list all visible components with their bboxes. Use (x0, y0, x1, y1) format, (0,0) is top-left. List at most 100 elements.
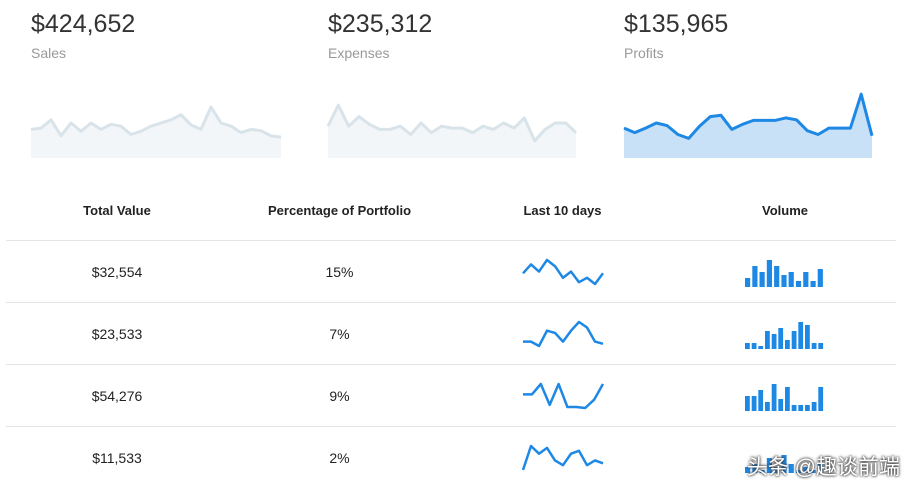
kpi-expenses: $235,312 Expenses (297, 0, 578, 160)
percentage-cell: 15% (325, 263, 354, 280)
table-row: $54,276 9% (6, 365, 896, 427)
volume-bar (818, 342, 824, 349)
volume-bar (785, 386, 790, 411)
total-value-cell: $32,554 (91, 263, 143, 280)
kpi-label: Expenses (328, 45, 390, 61)
volume-bar (766, 259, 772, 287)
mini-bar-chart (745, 259, 823, 287)
volume-cell (674, 365, 896, 426)
profits-sparkline (623, 92, 874, 158)
volume-bar (810, 280, 816, 287)
sales-sparkline (30, 105, 282, 158)
volume-bar (758, 389, 764, 411)
volume-bar (759, 469, 765, 473)
kpi-label: Sales (31, 45, 67, 61)
volume-bar (771, 383, 777, 411)
mini-bar-chart (745, 321, 824, 349)
volume-bar (765, 401, 770, 411)
mini-line-chart (521, 444, 603, 470)
volume-bar (798, 404, 804, 411)
sparkline-area (328, 105, 576, 158)
volume-bar (805, 324, 810, 349)
volume-bar (745, 466, 751, 473)
volume-bar (817, 463, 823, 473)
mini-line-chart (522, 382, 604, 409)
table-row: $32,554 15% (6, 241, 896, 303)
last-10-days-cell (451, 303, 674, 364)
header-total-value: Total Value (83, 202, 151, 218)
portfolio-table: Total Value Percentage of Portfolio Last… (6, 180, 896, 488)
table-header-row: Total Value Percentage of Portfolio Last… (6, 180, 896, 241)
volume-bar (803, 466, 809, 473)
table-row: $11,533 2% (6, 427, 896, 488)
kpi-value: $424,652 (31, 10, 136, 38)
volume-bar (774, 466, 780, 473)
volume-bar (788, 463, 794, 473)
volume-bar (759, 271, 765, 287)
total-value-cell: $23,533 (91, 325, 143, 342)
volume-cell (674, 427, 896, 488)
mini-line-series (521, 444, 603, 470)
mini-line-series (521, 258, 604, 285)
volume-bar (795, 469, 802, 473)
volume-bar (798, 321, 804, 349)
volume-bar (795, 280, 802, 287)
volume-bar (817, 268, 823, 287)
volume-bar (774, 265, 780, 287)
volume-bar (771, 333, 777, 349)
volume-bar (745, 342, 750, 349)
volume-bar (810, 469, 816, 473)
volume-bar (778, 398, 784, 411)
volume-bar (803, 271, 809, 287)
volume-bar (811, 401, 817, 411)
last-10-days-cell (451, 365, 674, 426)
header-percentage: Percentage of Portfolio (267, 202, 412, 218)
sparkline-line (623, 92, 874, 140)
header-volume: Volume (762, 202, 808, 218)
mini-bar-chart (745, 383, 824, 411)
kpi-value: $235,312 (328, 10, 433, 38)
volume-bar (751, 395, 757, 411)
volume-bar (751, 342, 757, 349)
volume-bar (785, 339, 790, 349)
volume-bar (752, 463, 758, 473)
table-row: $23,533 7% (6, 303, 896, 365)
volume-bar (765, 330, 770, 349)
mini-line-series (522, 320, 603, 347)
expenses-sparkline (326, 103, 578, 158)
volume-bar (791, 330, 797, 349)
volume-cell (674, 303, 896, 364)
kpi-profits: $135,965 Profits (593, 0, 874, 160)
kpi-label: Profits (624, 45, 664, 61)
volume-bar (766, 457, 772, 473)
volume-cell (674, 241, 896, 302)
header-last-10-days: Last 10 days (523, 202, 602, 218)
mini-line-series (522, 382, 604, 409)
volume-bar (818, 386, 824, 411)
volume-bar (752, 265, 758, 287)
volume-bar (811, 342, 817, 349)
percentage-cell: 7% (329, 325, 350, 342)
volume-bar (758, 345, 764, 349)
last-10-days-cell (451, 427, 674, 488)
volume-bar (781, 454, 787, 473)
volume-bar (781, 274, 787, 287)
mini-line-chart (521, 258, 604, 285)
volume-bar (778, 327, 784, 349)
volume-bar (791, 404, 797, 411)
sparkline-line (30, 105, 282, 139)
sparkline-area (624, 94, 872, 158)
total-value-cell: $11,533 (92, 449, 142, 466)
kpi-sales: $424,652 Sales (0, 0, 282, 160)
volume-bar (745, 395, 750, 411)
watermark: 头条 @趣谈前端 (746, 456, 900, 479)
last-10-days-cell (451, 241, 674, 302)
volume-bar (805, 404, 810, 411)
volume-bar (745, 277, 751, 287)
volume-bar (788, 271, 794, 287)
mini-bar-chart (745, 454, 823, 473)
kpi-value: $135,965 (624, 10, 729, 38)
mini-line-chart (522, 320, 603, 347)
percentage-cell: 9% (329, 387, 350, 404)
total-value-cell: $54,276 (91, 387, 143, 404)
